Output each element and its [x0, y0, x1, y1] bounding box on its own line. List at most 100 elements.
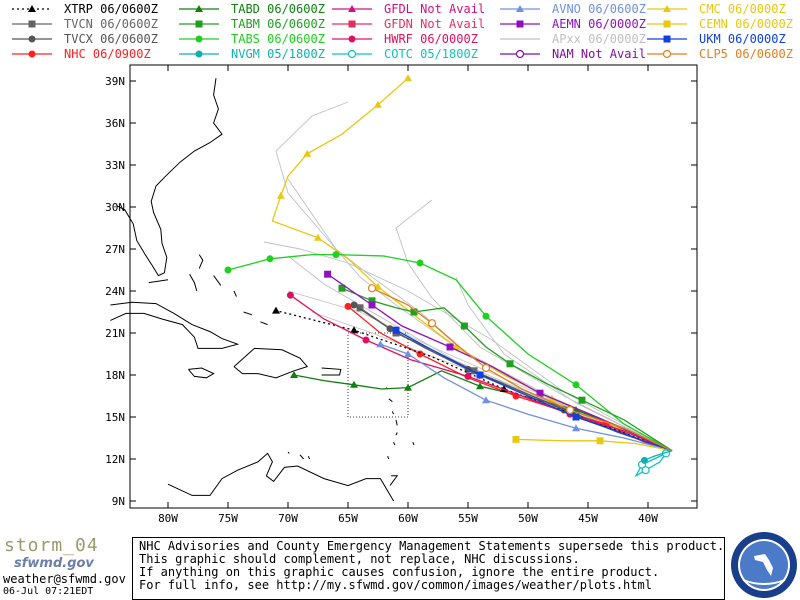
track-tabd: [290, 370, 673, 452]
legend-label: UKM 06/0000Z: [699, 32, 786, 46]
track-avno: [376, 340, 673, 452]
coastline-segment: [148, 279, 169, 284]
legend-label: NVGM 05/1800Z: [231, 47, 325, 61]
legend-entry: AVNO 06/0600Z: [498, 2, 648, 16]
legend-entry: TVCX 06/0600Z: [10, 32, 160, 46]
legend-entry: HWRF 06/0000Z: [330, 32, 480, 46]
watch-box: [347, 332, 409, 418]
disclaimer-box: NHC Advisories and County Emergency Mana…: [132, 537, 725, 600]
legend-swatch-icon: [500, 20, 540, 28]
track-cmc: [271, 74, 673, 452]
coastline-segment: [387, 456, 390, 460]
lon-tick-label: 65W: [338, 512, 358, 525]
axis-ticks: 39N 36N 33N 30N 27N 24N 21N 18N 15N 12N 9N 80W 75W 70…: [105, 65, 697, 525]
legend-entry: CEMN 06/0000Z: [645, 17, 795, 31]
coastline-segment: [287, 451, 290, 454]
legend-entry: CMC 06/0000Z: [645, 2, 795, 16]
legend-swatch-icon: [332, 5, 372, 12]
lat-tick-label: 39N: [105, 75, 125, 88]
lat-tick-label: 12N: [105, 453, 125, 466]
legend-label: AEMN 06/0000Z: [552, 17, 646, 31]
legend-entry: TABS 06/0600Z: [177, 32, 327, 46]
lat-tick-label: 18N: [105, 369, 125, 382]
storm-name: storm_04: [4, 535, 99, 556]
legend-swatch-icon: [12, 35, 52, 43]
legend-entry: GFDN Not Avail: [330, 17, 485, 31]
legend-label: TABM 06/0600Z: [231, 17, 325, 31]
legend-swatch-icon: [647, 5, 687, 12]
lon-tick-label: 80W: [158, 512, 178, 525]
legend-swatch-icon: [647, 49, 687, 59]
coastline-segment: [233, 347, 309, 379]
legend-swatch-icon: [332, 20, 372, 28]
coastline-segment: [321, 367, 342, 376]
legend-label: NAM Not Avail: [552, 47, 646, 61]
track-nvgm: [640, 449, 673, 464]
legend-entry: UKM 06/0000Z: [645, 32, 795, 46]
legend-label: TABD 06/0600Z: [231, 2, 325, 16]
legend-label: XTRP 06/0600Z: [64, 2, 158, 16]
legend-label: CLP5 06/0600Z: [699, 47, 793, 61]
contact-email[interactable]: weather@sfwmd.gov: [3, 572, 126, 586]
map-frame: [129, 64, 698, 509]
legend-swatch-icon: [179, 20, 219, 28]
lon-tick-label: 50W: [518, 512, 538, 525]
track-clp5: [367, 284, 673, 452]
legend-swatch-icon: [179, 35, 219, 43]
legend-label: GFDN Not Avail: [384, 17, 486, 31]
track-tabs: [224, 251, 673, 452]
lon-tick-label: 75W: [218, 512, 238, 525]
lat-tick-label: 21N: [105, 327, 125, 340]
track-ukm: [392, 326, 673, 452]
coastline-segment: [307, 456, 311, 460]
coastline-segment: [260, 321, 268, 326]
legend-swatch-icon: [12, 5, 52, 12]
coastline-segment: [395, 419, 398, 426]
track-apxx: [395, 199, 673, 452]
legend-swatch-icon: [500, 38, 540, 40]
coastline-segment: [233, 290, 237, 297]
lon-tick-label: 70W: [278, 512, 298, 525]
legend-label: COTC 05/1800Z: [384, 47, 478, 61]
legend-swatch-icon: [12, 20, 52, 28]
lat-tick-label: 15N: [105, 411, 125, 424]
coastline-segment: [389, 475, 399, 486]
timestamp: 06-Jul 07:21EDT: [3, 586, 94, 597]
track-apxx: [275, 101, 673, 452]
lon-tick-label: 40W: [638, 512, 658, 525]
coastline-segment: [198, 254, 204, 269]
legend-swatch-icon: [179, 5, 219, 12]
disclaimer-line[interactable]: For full info, see http://my.sfwmd.gov/c…: [139, 578, 652, 592]
legend-swatch-icon: [647, 20, 687, 28]
model-tracks: [224, 74, 673, 478]
model-legend: XTRP 06/0600Z TVCN 06/0600Z TVCX 06/0600Z N…: [0, 0, 800, 62]
coastline-segment: [189, 273, 198, 292]
lat-tick-label: 27N: [105, 243, 125, 256]
legend-entry: NVGM 05/1800Z: [177, 47, 327, 61]
coastline-segment: [412, 442, 415, 446]
legend-entry: APxx 06/0000Z: [498, 32, 648, 46]
coastline-segment: [393, 442, 396, 446]
coastlines: [110, 78, 415, 502]
legend-label: CEMN 06/0000Z: [699, 17, 793, 31]
lat-tick-label: 9N: [112, 495, 125, 508]
legend-swatch-icon: [332, 49, 372, 59]
legend-entry: TABM 06/0600Z: [177, 17, 327, 31]
brand-logo: sfwmd.gov: [14, 556, 94, 571]
coastline-segment: [243, 311, 253, 316]
track-aemn: [324, 270, 673, 452]
coastline-segment: [299, 454, 304, 460]
track-apxx: [287, 178, 673, 452]
disclaimer-line: If anything on this graphic causes confu…: [139, 565, 660, 579]
legend-label: HWRF 06/0000Z: [384, 32, 478, 46]
legend-entry: GFDL Not Avail: [330, 2, 485, 16]
lon-tick-label: 55W: [458, 512, 478, 525]
legend-label: TVCX 06/0600Z: [64, 32, 158, 46]
legend-entry: TABD 06/0600Z: [177, 2, 327, 16]
lat-tick-label: 30N: [105, 201, 125, 214]
legend-entry: NHC 06/0900Z: [10, 47, 160, 61]
legend-entry: XTRP 06/0600Z: [10, 2, 160, 16]
track-map: 39N 36N 33N 30N 27N 24N 21N 18N 15N 12N 9N 80W 75W 70…: [105, 64, 698, 525]
legend-label: AVNO 06/0600Z: [552, 2, 646, 16]
legend-label: APxx 06/0000Z: [552, 32, 646, 46]
